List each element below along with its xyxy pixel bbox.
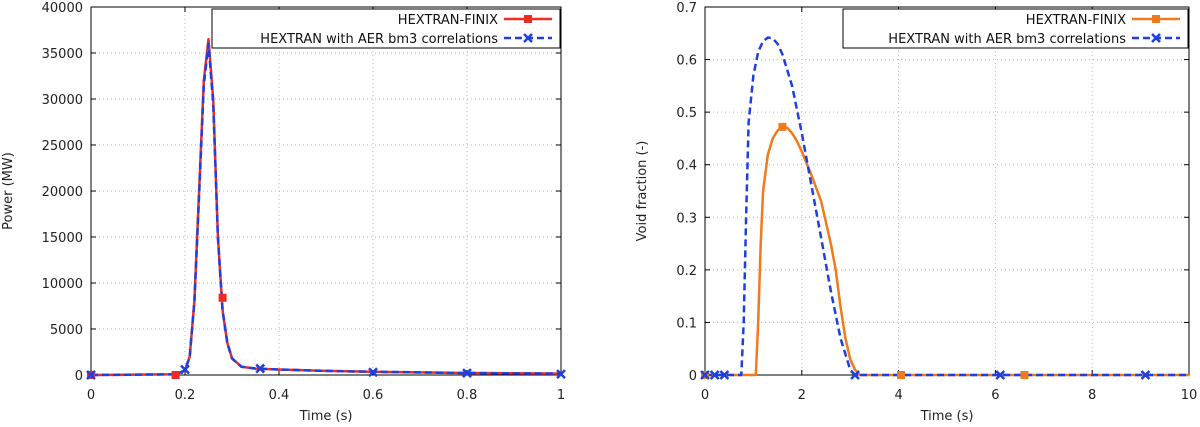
data-point-marker: [180, 364, 190, 375]
data-point-marker: [368, 367, 378, 378]
legend-marker: [1152, 15, 1160, 23]
y-axis-title: Void fraction (-): [635, 141, 650, 242]
gridlines: [705, 7, 1189, 375]
data-point-marker: [709, 370, 720, 380]
data-point-marker: [778, 122, 787, 131]
y-tick-label: 0: [75, 369, 83, 384]
data-point-marker: [218, 293, 227, 302]
y-tick-label: 35000: [42, 47, 83, 62]
data-point-marker: [700, 370, 710, 380]
data-point-marker: [897, 371, 906, 379]
y-tick-label: 0.3: [676, 211, 697, 226]
x-tick-label: 0.6: [363, 388, 384, 403]
plot-frame: [90, 6, 562, 376]
data-point-marker: [1140, 370, 1151, 380]
legend: HEXTRAN-FINIX HEXTRAN with AER bm3 correl…: [211, 8, 561, 49]
y-tick-label: 5000: [50, 323, 83, 338]
y-tick-label: 0.1: [676, 316, 697, 331]
y-tick-label: 10000: [42, 277, 83, 292]
y-tick-label: 0.5: [676, 106, 697, 121]
x-tick-label: 10: [1181, 388, 1198, 403]
legend-label: HEXTRAN with AER bm3 correlations: [260, 32, 498, 47]
x-axis-title: Time (s): [920, 409, 974, 424]
x-tick-label: 8: [1088, 388, 1096, 403]
data-point-marker: [1020, 371, 1029, 379]
series-line-hextran-aer-bm3: [90, 42, 562, 377]
data-point-marker: [255, 363, 266, 374]
data-point-marker: [850, 370, 860, 380]
y-tick-label: 0.6: [676, 54, 697, 69]
legend-box: [842, 8, 1189, 49]
y-tick-label: 0: [689, 369, 697, 384]
x-tick-label: 0.8: [457, 388, 478, 403]
y-tick-label: 40000: [42, 1, 83, 16]
tick-marks: [90, 6, 562, 376]
y-tick-label: 15000: [42, 231, 83, 246]
y-axis-title: Power (MW): [1, 152, 16, 230]
x-tick-label: 4: [894, 388, 902, 403]
power-chart-panel: 0 0.2 0.4 0.6 0.8 1 0 5000 10000 15000 20000 25000 3…: [1, 1, 566, 424]
y-tick-label: 0.2: [676, 264, 697, 279]
y-tick-label: 20000: [42, 185, 83, 200]
tick-marks: [704, 6, 1190, 376]
y-tick-label: 25000: [42, 139, 83, 154]
gridlines: [91, 7, 561, 375]
plot-frame: [704, 6, 1190, 376]
legend-label: HEXTRAN with AER bm3 correlations: [888, 32, 1126, 47]
legend-box: [211, 8, 561, 49]
legend-marker: [1151, 33, 1161, 43]
legend-label: HEXTRAN-FINIX: [1026, 13, 1126, 28]
data-point-marker: [86, 370, 96, 380]
legend-label: HEXTRAN-FINIX: [398, 13, 498, 28]
series-line-hextran-aer-bm3: [705, 36, 1189, 377]
data-point-marker: [171, 371, 180, 379]
legend-marker: [524, 15, 532, 23]
x-tick-label: 1: [557, 388, 565, 403]
legend: HEXTRAN-FINIX HEXTRAN with AER bm3 correl…: [842, 8, 1189, 49]
legend-marker: [523, 33, 533, 43]
y-tick-label: 0.7: [676, 1, 697, 16]
data-point-marker: [995, 370, 1006, 380]
x-tick-label: 0: [701, 388, 709, 403]
x-tick-label: 0.2: [175, 388, 196, 403]
x-axis-title: Time (s): [299, 409, 353, 424]
series-line-hextran-finix: [90, 37, 562, 377]
y-tick-label: 0.4: [676, 159, 697, 174]
data-point-marker: [556, 369, 566, 379]
data-point-marker: [462, 368, 472, 379]
x-tick-label: 0: [87, 388, 95, 403]
x-tick-label: 6: [991, 388, 999, 403]
series-line-hextran-finix: [705, 125, 1189, 377]
void-fraction-chart-panel: 0 2 4 6 8 10 0 0.1 0.2 0.3 0.4 0.5 0.6 0.7 Time (s) Voi…: [635, 1, 1197, 424]
data-point-marker: [719, 370, 730, 380]
y-tick-label: 30000: [42, 93, 83, 108]
x-tick-label: 2: [798, 388, 806, 403]
x-tick-label: 0.4: [269, 388, 290, 403]
